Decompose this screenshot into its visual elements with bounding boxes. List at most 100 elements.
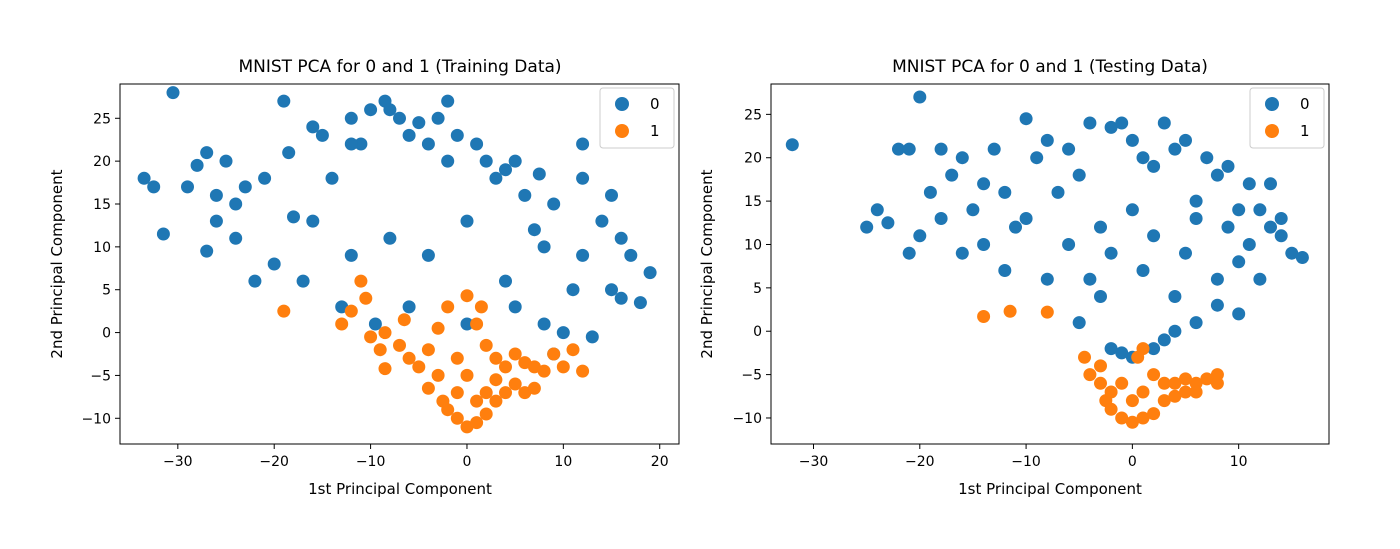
training-point-class-1: [474, 300, 488, 314]
testing-y-tick-label: 0: [753, 324, 762, 340]
testing-point-class-1: [1040, 305, 1054, 319]
training-point-class-0: [137, 171, 151, 185]
testing-point-class-1: [1147, 407, 1161, 421]
testing-point-class-0: [881, 216, 895, 230]
training-point-class-1: [373, 343, 387, 357]
training-point-class-0: [306, 214, 320, 228]
testing-point-class-0: [987, 142, 1001, 156]
training-point-class-1: [378, 326, 392, 340]
training-point-class-0: [576, 137, 590, 151]
training-point-class-0: [258, 171, 272, 185]
testing-point-class-0: [1125, 133, 1139, 147]
testing-point-class-0: [1210, 168, 1224, 182]
training-point-class-1: [359, 291, 373, 305]
training-y-ticks: −10 −5 0 5 10 15 20 25: [81, 111, 120, 427]
training-point-class-0: [354, 137, 368, 151]
training-point-class-1: [479, 386, 493, 400]
training-x-tick-label: −10: [356, 454, 386, 470]
training-point-class-1: [450, 411, 464, 425]
training-point-class-1: [537, 364, 551, 378]
testing-point-class-0: [1115, 346, 1129, 360]
testing-point-class-0: [1210, 298, 1224, 312]
training-point-class-1: [354, 274, 368, 288]
testing-x-tick-label: 10: [1230, 454, 1248, 470]
training-point-class-1: [277, 304, 291, 318]
testing-point-class-1: [1157, 394, 1171, 408]
testing-point-class-0: [1104, 342, 1118, 356]
training-point-class-1: [479, 338, 493, 352]
testing-point-class-0: [1030, 151, 1044, 165]
training-point-class-1: [393, 338, 406, 352]
training-point-class-1: [421, 343, 435, 357]
testing-point-class-0: [902, 142, 916, 156]
training-point-class-0: [633, 296, 647, 310]
training-point-class-1: [402, 351, 416, 365]
testing-point-class-0: [1295, 251, 1309, 264]
testing-point-class-0: [1072, 316, 1086, 330]
testing-point-class-0: [1232, 203, 1246, 217]
testing-point-class-0: [1115, 116, 1129, 130]
training-legend-box: [599, 87, 675, 149]
training-point-class-0: [166, 86, 180, 100]
training-point-class-0: [219, 154, 233, 168]
training-x-tick-label: −30: [163, 454, 193, 470]
training-point-class-1: [460, 289, 474, 303]
training-point-class-1: [576, 364, 590, 378]
training-point-class-0: [499, 163, 512, 177]
training-point-class-0: [209, 214, 223, 228]
training-point-class-1: [479, 407, 493, 421]
training-y-tick-label: 20: [93, 154, 111, 170]
training-point-class-1: [566, 343, 580, 357]
training-x-axis-label: 1st Principal Component: [308, 480, 492, 498]
testing-x-tick-label: −20: [905, 454, 935, 470]
testing-point-class-1: [1094, 376, 1107, 390]
testing-point-class-0: [1157, 333, 1171, 347]
testing-point-class-1: [1003, 304, 1017, 318]
training-point-class-0: [229, 231, 243, 245]
training-point-class-1: [527, 381, 541, 395]
testing-point-class-1: [1200, 372, 1214, 386]
testing-point-class-0: [1009, 220, 1022, 234]
testing-point-class-0: [1019, 212, 1033, 225]
training-point-class-1: [499, 360, 512, 374]
training-point-class-1: [470, 416, 484, 430]
training-point-class-0: [190, 158, 204, 172]
training-point-class-0: [402, 128, 416, 142]
training-y-axis-label: 2nd Principal Component: [48, 169, 66, 358]
training-point-class-0: [518, 188, 532, 202]
training-point-class-0: [306, 120, 320, 134]
training-point-class-0: [248, 274, 262, 288]
training-y-tick-label: −10: [81, 411, 111, 427]
training-point-class-1: [508, 377, 522, 391]
testing-point-class-0: [1179, 133, 1192, 147]
training-point-class-1: [431, 321, 445, 335]
testing-point-class-0: [934, 212, 948, 225]
training-point-class-0: [441, 94, 455, 108]
testing-point-class-0: [1232, 307, 1246, 321]
training-point-class-0: [277, 94, 291, 108]
training-point-class-0: [614, 231, 628, 245]
testing-point-class-0: [1242, 177, 1256, 191]
testing-x-tick-label: −10: [1011, 454, 1041, 470]
training-point-class-0: [624, 248, 638, 262]
training-point-class-0: [282, 146, 296, 160]
testing-point-class-0: [945, 168, 959, 182]
training-x-tick-label: −20: [259, 454, 289, 470]
training-y-tick-label: −5: [90, 368, 111, 384]
testing-point-class-0: [1168, 324, 1182, 338]
training-point-class-0: [147, 180, 161, 194]
training-point-class-1: [335, 317, 349, 331]
testing-point-class-1: [1136, 385, 1150, 399]
training-point-class-0: [479, 154, 493, 168]
training-point-class-0: [460, 214, 474, 228]
testing-point-class-1: [1136, 411, 1150, 425]
testing-point-class-0: [955, 246, 969, 260]
testing-point-class-0: [1147, 159, 1161, 173]
testing-point-class-1: [1179, 372, 1192, 386]
testing-point-class-0: [870, 203, 884, 217]
testing-points-layer: [785, 90, 1309, 429]
testing-point-class-0: [785, 138, 799, 152]
training-point-class-0: [605, 188, 618, 202]
testing-point-class-1: [1094, 359, 1107, 373]
training-point-class-0: [315, 128, 329, 142]
